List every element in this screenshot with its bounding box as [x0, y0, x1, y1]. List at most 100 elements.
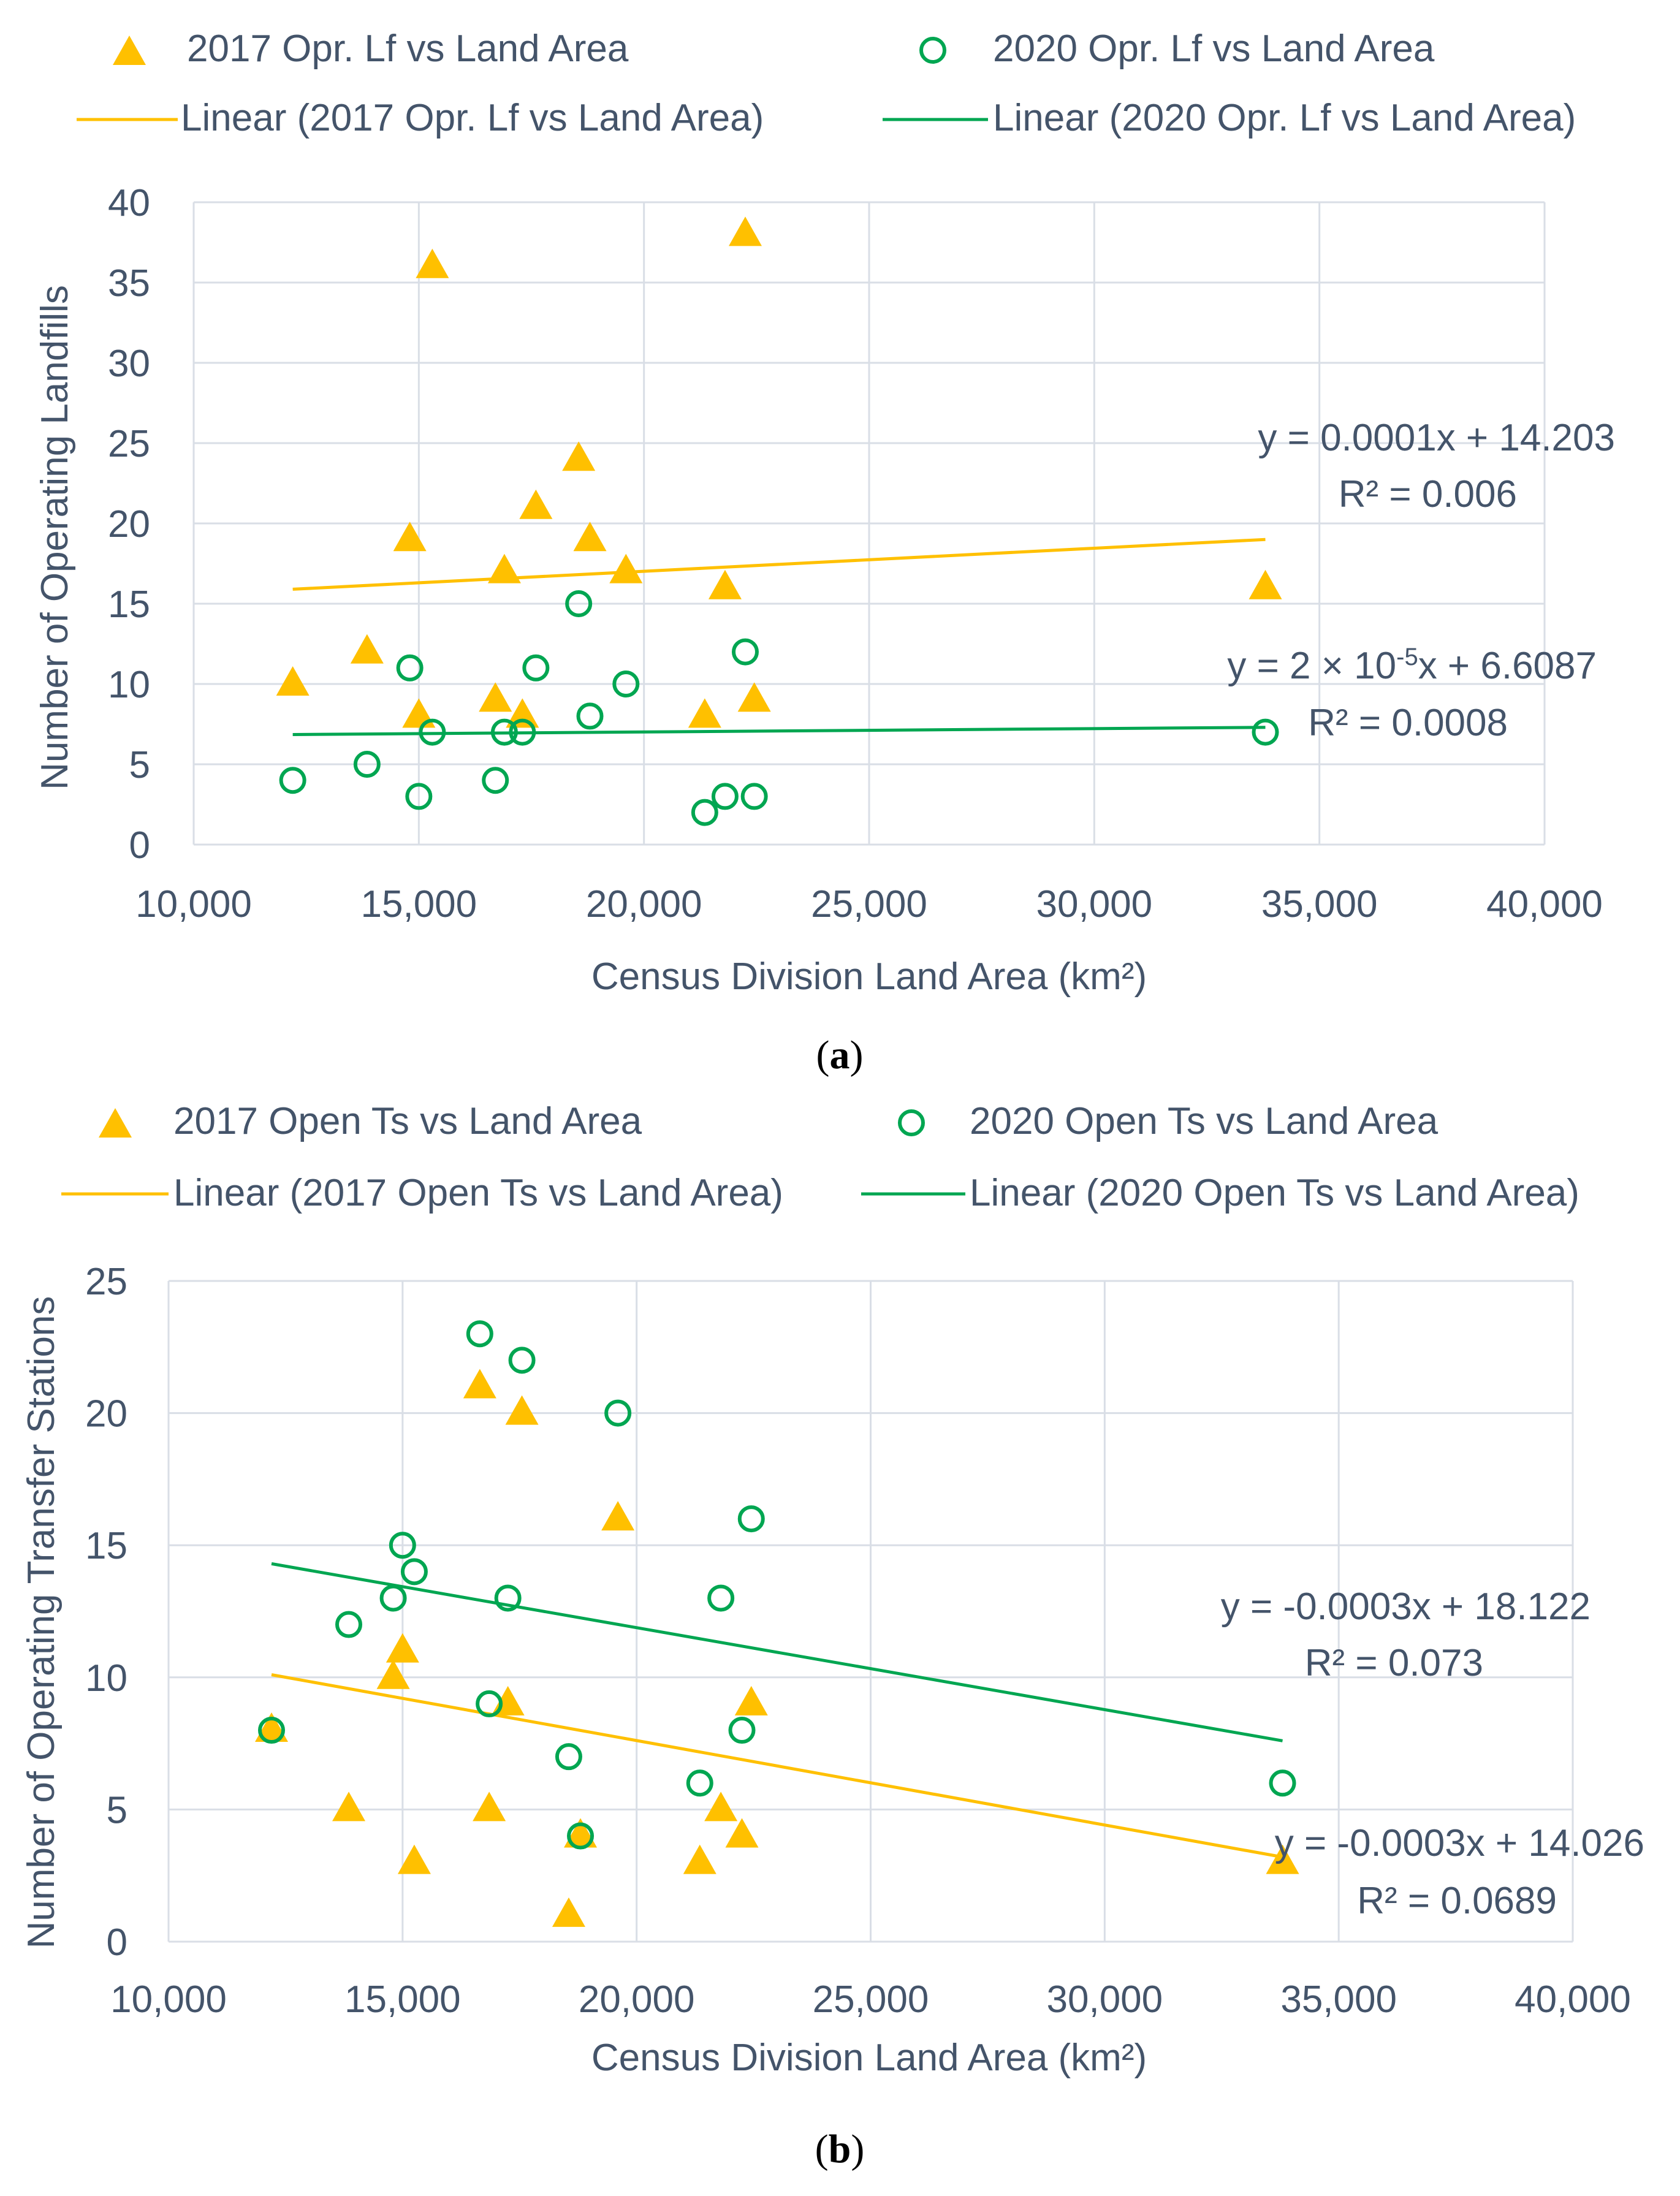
- legend-a-label-trend-2020: Linear (2020 Opr. Lf vs Land Area): [993, 97, 1576, 139]
- point-a-2017-14: [728, 216, 762, 246]
- point-a-2017-9: [562, 441, 596, 471]
- x-tick-label-a-0: 10,000: [135, 883, 252, 925]
- y-tick-label-a-1: 5: [129, 744, 150, 786]
- y-tick-label-a-5: 25: [108, 423, 150, 465]
- point-a-2020-5: [482, 767, 509, 794]
- point-a-2017-8: [519, 489, 553, 519]
- point-b-2020-13: [707, 1584, 735, 1612]
- point-a-2020-7: [509, 718, 536, 746]
- trendlines-a: [292, 538, 1266, 737]
- legend-a: 2017 Opr. Lf vs Land Area 2020 Opr. Lf v…: [77, 28, 1576, 139]
- r2-a-2020: R² = 0.0008: [1308, 702, 1508, 744]
- equation-b-2017: y = -0.0003x + 14.026: [1275, 1822, 1644, 1864]
- point-b-2020-9: [555, 1743, 582, 1771]
- point-a-2017-11: [609, 553, 643, 583]
- point-a-2017-13: [708, 569, 742, 599]
- x-tick-label-a-6: 40,000: [1486, 883, 1603, 925]
- r2-b-2020: R² = 0.073: [1305, 1642, 1483, 1684]
- point-b-2017-10: [564, 1818, 598, 1848]
- y-tick-label-a-7: 35: [108, 262, 150, 305]
- trendline-b-0: [271, 1673, 1283, 1859]
- point-a-2017-10: [573, 522, 607, 552]
- x-tick-label-b-1: 15,000: [344, 1978, 461, 2021]
- trendlines-b: [271, 1562, 1283, 1859]
- point-a-2020-16: [1252, 718, 1279, 746]
- y-tick-label-a-2: 10: [108, 664, 150, 706]
- caption-a: (a): [816, 1033, 864, 1077]
- point-a-2017-4: [416, 248, 449, 278]
- point-a-2017-0: [276, 666, 310, 696]
- point-b-2017-0: [255, 1712, 289, 1742]
- trendline-a-1: [292, 726, 1266, 737]
- point-a-2020-13: [711, 783, 739, 810]
- point-b-2020-10: [567, 1822, 595, 1850]
- y-tick-label-b-4: 20: [85, 1393, 127, 1435]
- legend-a-marker-2020: [919, 37, 946, 64]
- r2-a-2017: R² = 0.006: [1339, 473, 1517, 515]
- point-a-2017-7: [506, 698, 539, 728]
- point-b-2020-15: [737, 1505, 765, 1533]
- point-b-2017-12: [683, 1844, 716, 1874]
- equation-a-2020-part1: y = 2 × 10: [1227, 645, 1396, 687]
- point-b-2017-6: [473, 1791, 506, 1822]
- legend-b: 2017 Open Ts vs Land Area 2020 Open Ts v…: [61, 1100, 1579, 1214]
- x-tick-label-a-1: 15,000: [361, 883, 477, 925]
- point-a-2020-14: [731, 638, 759, 666]
- point-b-2017-14: [725, 1818, 759, 1848]
- point-b-2017-9: [552, 1897, 585, 1927]
- y-tick-label-a-3: 15: [108, 583, 150, 626]
- x-axis-title-b: Census Division Land Area (km²): [591, 2037, 1147, 2079]
- point-a-2020-10: [576, 702, 604, 730]
- y-tick-label-b-5: 25: [85, 1261, 127, 1303]
- point-b-2017-16: [1266, 1844, 1299, 1874]
- x-tick-label-a-4: 30,000: [1036, 883, 1153, 925]
- ticks-a: 10,000 15,000 20,000 25,000 30,000 35,000 40,0…: [108, 182, 1603, 925]
- legend-b-label-trend-2017: Linear (2017 Open Ts vs Land Area): [173, 1172, 783, 1214]
- point-a-2020-12: [691, 799, 718, 826]
- point-a-2017-5: [479, 682, 512, 712]
- point-b-2020-5: [466, 1320, 493, 1348]
- x-tick-label-b-2: 20,000: [579, 1978, 695, 2021]
- y-tick-label-b-1: 5: [107, 1789, 127, 1831]
- point-b-2017-2: [376, 1659, 410, 1689]
- equation-a-2017: y = 0.0001x + 14.203: [1258, 417, 1615, 459]
- point-a-2020-2: [396, 654, 424, 682]
- x-tick-label-b-5: 35,000: [1280, 1978, 1397, 2021]
- y-tick-label-a-4: 20: [108, 503, 150, 545]
- point-a-2017-3: [402, 698, 436, 728]
- point-a-2017-1: [350, 634, 384, 664]
- point-b-2017-11: [601, 1501, 635, 1531]
- equation-a-2020: y = 2 × 10-5x + 6.6087: [1227, 644, 1597, 687]
- point-a-2020-9: [565, 590, 593, 617]
- legend-a-label-2020: 2020 Opr. Lf vs Land Area: [993, 28, 1435, 70]
- legend-b-marker-2020: [898, 1109, 925, 1136]
- point-b-2017-3: [386, 1633, 419, 1663]
- point-a-2020-4: [419, 718, 446, 746]
- point-b-2020-16: [1269, 1769, 1296, 1797]
- caption-b: (b): [815, 2127, 865, 2171]
- point-a-2020-8: [522, 654, 550, 682]
- y-tick-label-a-6: 30: [108, 343, 150, 385]
- legend-a-marker-2017: [113, 36, 146, 65]
- x-tick-label-b-3: 25,000: [813, 1978, 929, 2021]
- point-a-2020-15: [740, 783, 768, 810]
- legend-a-label-trend-2017: Linear (2017 Opr. Lf vs Land Area): [181, 97, 764, 139]
- point-b-2020-14: [728, 1717, 756, 1744]
- point-b-2017-4: [397, 1844, 431, 1874]
- equation-a-2020-part2: x + 6.6087: [1418, 645, 1597, 687]
- legend-b-label-2020: 2020 Open Ts vs Land Area: [970, 1100, 1439, 1142]
- panel-b: 2017 Open Ts vs Land Area 2020 Open Ts v…: [20, 1100, 1644, 2171]
- point-a-2017-12: [688, 698, 721, 728]
- point-a-2017-6: [487, 553, 521, 583]
- point-b-2020-6: [476, 1690, 503, 1717]
- point-b-2020-7: [494, 1584, 522, 1612]
- point-b-2020-2: [379, 1584, 407, 1612]
- legend-b-label-trend-2020: Linear (2020 Open Ts vs Land Area): [970, 1172, 1579, 1214]
- caption-a-letter: a: [830, 1033, 850, 1077]
- point-b-2017-8: [505, 1395, 539, 1425]
- point-a-2017-15: [737, 682, 771, 712]
- point-b-2020-4: [400, 1558, 428, 1586]
- points-b: [255, 1320, 1299, 1927]
